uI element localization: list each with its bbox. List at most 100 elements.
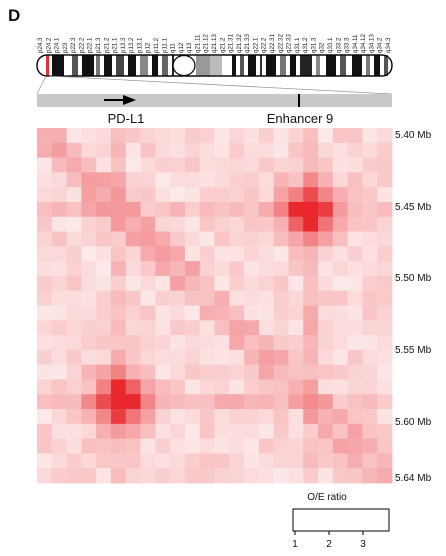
heatmap-cell	[96, 423, 112, 440]
heatmap-cell	[288, 172, 304, 188]
heatmap-cell	[96, 409, 112, 425]
heatmap-cell	[199, 364, 215, 380]
heatmap-cell	[229, 305, 245, 321]
heatmap-cell	[214, 438, 230, 454]
heatmap-cell	[51, 231, 67, 247]
heatmap-cell	[288, 409, 304, 425]
heatmap-cell	[377, 261, 393, 277]
heatmap-cell	[110, 172, 127, 188]
heatmap-cell	[244, 364, 260, 380]
heatmap-cell	[170, 275, 186, 292]
heatmap-cell	[184, 438, 201, 454]
band-label: p21.1	[112, 37, 119, 53]
pdl1-arrow-head	[123, 95, 136, 105]
heatmap-cell	[273, 468, 289, 484]
heatmap-cell	[303, 438, 319, 454]
chromosome-band-16	[248, 55, 256, 76]
chromosome-band-2	[72, 55, 78, 76]
genomic-track	[37, 94, 392, 107]
heatmap-cell	[51, 128, 67, 144]
heatmap-cell	[37, 320, 53, 336]
heatmap-cell	[214, 468, 230, 484]
y-label-5.45: 5.45 Mb	[395, 202, 432, 213]
heatmap-cell	[362, 349, 378, 366]
heatmap-cell	[258, 187, 275, 203]
heatmap-cell	[51, 290, 67, 306]
chromosome-band-0	[52, 55, 64, 76]
band-label: p24.1	[54, 37, 61, 53]
heatmap-cell	[37, 246, 53, 262]
pdl1-label: PD-L1	[108, 111, 145, 126]
heatmap-cell	[81, 364, 97, 380]
heatmap-cell	[51, 187, 67, 203]
heatmap-cell	[140, 231, 156, 247]
band-label: q32	[319, 42, 326, 53]
heatmap-cell	[347, 468, 363, 484]
heatmap-cell	[229, 142, 245, 158]
heatmap-cell	[66, 201, 82, 218]
heatmap-cell	[96, 349, 112, 366]
heatmap-cell	[155, 409, 171, 425]
y-label-5.50: 5.50 Mb	[395, 273, 432, 284]
heatmap-cell	[125, 231, 141, 247]
heatmap-cell	[37, 142, 53, 158]
heatmap-cell	[51, 142, 67, 158]
heatmap-cell	[258, 468, 275, 484]
heatmap-cell	[184, 290, 201, 306]
heatmap-cell	[214, 364, 230, 380]
heatmap-cell	[214, 128, 230, 144]
chromosome-band-24	[340, 55, 346, 76]
legend-tick-label-2: 2	[326, 539, 332, 550]
heatmap-cell	[170, 157, 186, 173]
heatmap-cell	[140, 468, 156, 484]
heatmap-cell	[170, 423, 186, 440]
heatmap-cell	[258, 128, 275, 144]
band-label: p11.2	[153, 37, 160, 53]
heatmap-cell	[332, 409, 349, 425]
heatmap-cell	[303, 275, 319, 292]
heatmap-cell	[125, 320, 141, 336]
heatmap-cell	[184, 305, 201, 321]
heatmap-cell	[155, 157, 171, 173]
heatmap-cell	[199, 231, 215, 247]
heatmap-cell	[170, 453, 186, 469]
heatmap-cell	[184, 187, 201, 203]
heatmap-cell	[184, 246, 201, 262]
heatmap-cell	[347, 172, 363, 188]
heatmap-cell	[288, 201, 304, 218]
heatmap-cell	[347, 379, 363, 395]
heatmap-cell	[214, 290, 230, 306]
heatmap-cell	[125, 364, 141, 380]
heatmap-cell	[229, 364, 245, 380]
heatmap-cell	[347, 246, 363, 262]
heatmap-cell	[332, 394, 349, 410]
heatmap-cell	[140, 305, 156, 321]
heatmap-cell	[81, 290, 97, 306]
heatmap-cell	[318, 231, 334, 247]
heatmap-cell	[155, 320, 171, 336]
band-label: q21.13	[211, 34, 218, 53]
heatmap-cell	[37, 364, 53, 380]
heatmap-cell	[347, 142, 363, 158]
heatmap-cell	[125, 201, 141, 218]
heatmap-cell	[214, 231, 230, 247]
chromosome-band-4	[96, 55, 100, 76]
heatmap-cell	[347, 231, 363, 247]
heatmap-cell	[140, 261, 156, 277]
heatmap-cell	[37, 157, 53, 173]
heatmap-cell	[199, 246, 215, 262]
band-label: q21.33	[244, 34, 251, 53]
heatmap-cell	[214, 157, 230, 173]
heatmap-cell	[332, 157, 349, 173]
heatmap-cell	[51, 349, 67, 366]
heatmap-cell	[318, 142, 334, 158]
heatmap-cell	[37, 275, 53, 292]
heatmap-cell	[110, 157, 127, 173]
heatmap-cell	[303, 201, 319, 218]
legend-tick-label-1: 1	[292, 539, 298, 550]
heatmap-cell	[229, 261, 245, 277]
heatmap-cell	[140, 157, 156, 173]
heatmap-cell	[155, 394, 171, 410]
chromosome-band-15	[240, 55, 244, 76]
band-label: p22.1	[87, 37, 94, 53]
